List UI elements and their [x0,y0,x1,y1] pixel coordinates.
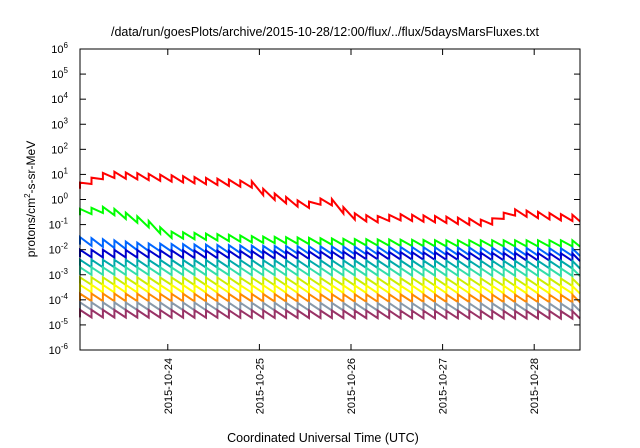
x-axis: 2015-10-24 2015-10-25 2015-10-26 2015-10-27… [163,49,541,414]
y-tick-label-base: 10 [51,119,63,131]
y-tick-label-exp: -4 [61,292,69,301]
y-tick-label: 106 [51,41,68,56]
y-tick-label: 104 [51,91,68,106]
y-tick-label-base: 10 [49,220,61,232]
series-line-11 [79,308,581,321]
y-tick-label-exp: 6 [64,41,69,50]
y-tick-label-base: 10 [51,94,63,106]
x-tick-label: 2015-10-24 [163,358,175,414]
y-tick-label-base: 10 [51,69,63,81]
y-tick-label-exp: -1 [61,217,69,226]
y-tick-label: 10-2 [49,242,69,257]
y-tick-label: 100 [51,192,68,207]
y-tick-label-exp: -2 [61,242,69,251]
y-tick-label-exp: 2 [64,141,69,150]
series-line-10 [79,300,581,313]
y-tick-label: 10-6 [49,342,69,357]
y-tick-label-base: 10 [49,345,61,357]
x-tick-label: 2015-10-25 [254,358,266,414]
y-tick-label-exp: -5 [61,317,69,326]
y-tick-label-exp: 4 [64,91,69,100]
y-tick-label: 10-3 [49,267,69,282]
y-tick-label-base: 10 [51,195,63,207]
series-line-8 [79,282,581,296]
series-line-9 [79,291,581,305]
y-tick-label: 103 [51,116,68,131]
x-tick-label: 2015-10-28 [529,358,541,414]
y-tick-label-exp: -6 [61,342,69,351]
y-axis-label-base: protons/cm [24,198,38,257]
chart-title: /data/run/goesPlots/archive/2015-10-28/1… [111,25,540,39]
x-axis-label: Coordinated Universal Time (UTC) [227,431,419,445]
y-tick-label-exp: 5 [64,66,69,75]
series-layer [79,170,581,321]
y-tick-label-base: 10 [49,270,61,282]
y-axis-label: protons/cm2-s-sr-MeV [23,141,38,257]
x-tick-label: 2015-10-27 [438,358,450,414]
series-line-1 [79,170,581,228]
x-tick-label: 2015-10-26 [346,358,358,414]
y-tick-label-base: 10 [51,44,63,56]
y-axis: 10-610-510-410-310-210-11001011021031041… [49,41,580,357]
y-axis-label-rest: -s-sr-MeV [24,141,38,194]
series-line-2 [79,204,581,249]
y-tick-label-base: 10 [51,144,63,156]
y-axis-label-sup: 2 [23,193,32,198]
y-tick-label: 101 [51,166,68,181]
y-tick-label: 10-4 [49,292,69,307]
y-tick-label-exp: 1 [64,166,69,175]
y-tick-label: 102 [51,141,68,156]
y-tick-label: 10-5 [49,317,69,332]
y-tick-label-exp: 3 [64,116,69,125]
series-line-4 [79,247,581,263]
series-line-5 [79,257,581,271]
series-line-6 [79,265,581,278]
y-tick-label: 105 [51,66,68,81]
y-tick-label-base: 10 [51,169,63,181]
y-tick-label-base: 10 [49,245,61,257]
series-line-7 [79,275,581,288]
y-tick-label: 10-1 [49,217,69,232]
y-tick-label-exp: -3 [61,267,69,276]
y-tick-label-base: 10 [49,320,61,332]
y-tick-label-base: 10 [49,295,61,307]
y-tick-label-exp: 0 [64,192,69,201]
